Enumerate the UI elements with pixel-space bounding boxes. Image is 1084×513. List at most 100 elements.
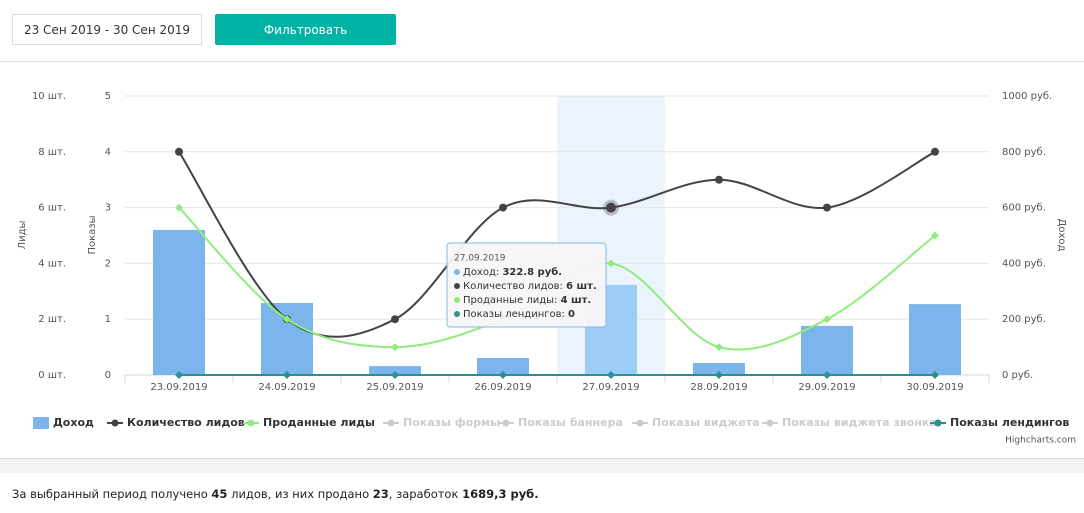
y3-tick-label: 600 руб. bbox=[1002, 203, 1046, 214]
y2-tick-label: 0 bbox=[105, 370, 111, 381]
summary-text: лидов, из них продано bbox=[227, 487, 373, 501]
point bbox=[823, 371, 831, 379]
y-axis-title: Лиды bbox=[17, 221, 28, 250]
tooltip-label: Проданные лиды: bbox=[463, 295, 561, 306]
legend-item[interactable]: Проданные лиды bbox=[243, 416, 375, 429]
tooltip-label: Показы лендингов: bbox=[463, 309, 568, 320]
tooltip-row: Проданные лиды: 4 шт. bbox=[463, 295, 591, 306]
y3-tick-label: 200 руб. bbox=[1002, 314, 1046, 325]
y-tick-label: 2 шт. bbox=[38, 314, 66, 325]
y-tick-label: 6 шт. bbox=[38, 203, 66, 214]
y3-axis-title: Доход bbox=[1056, 219, 1067, 252]
summary-text: За выбранный период получено bbox=[12, 487, 212, 501]
tooltip-bullet bbox=[454, 311, 460, 317]
legend-label: Показы баннера bbox=[518, 416, 623, 429]
tooltip-row: Показы лендингов: 0 bbox=[463, 309, 575, 320]
summary-text: , заработок bbox=[388, 487, 463, 501]
point bbox=[283, 371, 291, 379]
credits: Highcharts.com bbox=[1005, 436, 1076, 446]
x-tick-label: 30.09.2019 bbox=[906, 382, 963, 393]
legend-symbol bbox=[766, 419, 774, 427]
y2-tick-label: 3 bbox=[105, 203, 111, 214]
bar bbox=[693, 363, 745, 375]
summary: За выбранный период получено 45 лидов, и… bbox=[12, 487, 539, 501]
y-tick-label: 10 шт. bbox=[32, 91, 66, 102]
point bbox=[391, 371, 399, 379]
point bbox=[606, 202, 616, 213]
y2-tick-label: 5 bbox=[105, 91, 111, 102]
point bbox=[175, 147, 183, 156]
point bbox=[607, 371, 615, 379]
point bbox=[499, 371, 507, 379]
bar bbox=[153, 229, 205, 375]
legend-label: Показы лендингов bbox=[950, 416, 1069, 429]
x-tick-label: 23.09.2019 bbox=[150, 382, 207, 393]
bar bbox=[261, 303, 313, 375]
y3-tick-label: 0 руб. bbox=[1002, 370, 1033, 381]
point bbox=[715, 343, 723, 352]
legend-item[interactable]: Показы лендингов bbox=[930, 416, 1069, 429]
x-tick-label: 28.09.2019 bbox=[690, 382, 747, 393]
point bbox=[715, 175, 723, 184]
x-tick-label: 27.09.2019 bbox=[582, 382, 639, 393]
tooltip-value: 6 шт. bbox=[566, 281, 597, 292]
tooltip-bullet bbox=[454, 297, 460, 303]
legend-item[interactable]: Показы баннера bbox=[498, 416, 623, 429]
tooltip-bullet bbox=[454, 283, 460, 289]
legend-label: Проданные лиды bbox=[263, 416, 375, 429]
bar bbox=[909, 304, 961, 375]
y3-tick-label: 1000 руб. bbox=[1002, 91, 1052, 102]
y3-tick-label: 400 руб. bbox=[1002, 258, 1046, 269]
legend-item[interactable]: Доход bbox=[33, 416, 94, 429]
filter-button[interactable]: Фильтровать bbox=[215, 14, 396, 45]
tooltip-value: 322.8 руб. bbox=[502, 266, 562, 278]
legend-item[interactable]: Количество лидов bbox=[107, 416, 245, 429]
legend-item[interactable]: Показы виджета звонка bbox=[762, 416, 937, 429]
point bbox=[175, 371, 183, 379]
bar bbox=[369, 366, 421, 375]
tooltip-value: 4 шт. bbox=[561, 295, 592, 306]
legend-label: Доход bbox=[53, 416, 94, 429]
legend-item[interactable]: Показы формы bbox=[383, 416, 500, 429]
legend-symbol bbox=[636, 419, 644, 427]
point bbox=[931, 371, 939, 379]
y-tick-label: 4 шт. bbox=[38, 258, 66, 269]
point bbox=[607, 259, 615, 268]
tooltip-label: Количество лидов: bbox=[463, 281, 566, 292]
legend-symbol bbox=[247, 419, 255, 427]
tooltip-label: Доход: bbox=[463, 267, 502, 278]
point bbox=[931, 231, 939, 240]
y-tick-label: 0 шт. bbox=[38, 370, 66, 381]
legend-symbol bbox=[387, 419, 395, 427]
legend-item[interactable]: Показы виджета bbox=[632, 416, 760, 429]
y-tick-label: 8 шт. bbox=[38, 147, 66, 158]
tooltip-bullet bbox=[454, 269, 460, 275]
x-tick-label: 24.09.2019 bbox=[258, 382, 315, 393]
legend-label: Количество лидов bbox=[127, 416, 245, 429]
point bbox=[823, 203, 831, 212]
point bbox=[391, 343, 399, 352]
tooltip-box bbox=[446, 242, 607, 328]
y2-tick-label: 1 bbox=[105, 314, 111, 325]
point bbox=[823, 315, 831, 324]
legend-label: Показы формы bbox=[403, 416, 500, 429]
point bbox=[283, 315, 291, 324]
point bbox=[499, 203, 507, 212]
point bbox=[175, 203, 183, 212]
footer-strip bbox=[0, 458, 1084, 473]
summary-number: 45 bbox=[211, 487, 228, 501]
point bbox=[931, 147, 939, 156]
tooltip: 27.09.2019 Доход: 322.8 руб. Количество ли… bbox=[446, 242, 607, 328]
bar bbox=[801, 325, 853, 375]
legend-symbol bbox=[934, 419, 942, 427]
summary-number: 23 bbox=[372, 487, 389, 501]
summary-number: 1689,3 руб. bbox=[462, 487, 539, 501]
legend-symbol bbox=[111, 419, 119, 427]
tooltip-row: Доход: 322.8 руб. bbox=[463, 266, 562, 278]
y3-tick-label: 800 руб. bbox=[1002, 147, 1046, 158]
legend-symbol bbox=[33, 417, 49, 429]
tooltip-value: 0 bbox=[568, 309, 575, 320]
chart: 0 шт. 2 шт. 4 шт. 6 шт. 8 шт. 10 шт. 0 1 2 3 4 5 0 р… bbox=[17, 91, 1076, 446]
date-range-input[interactable]: 23 Сен 2019 - 30 Сен 2019 bbox=[12, 14, 202, 45]
